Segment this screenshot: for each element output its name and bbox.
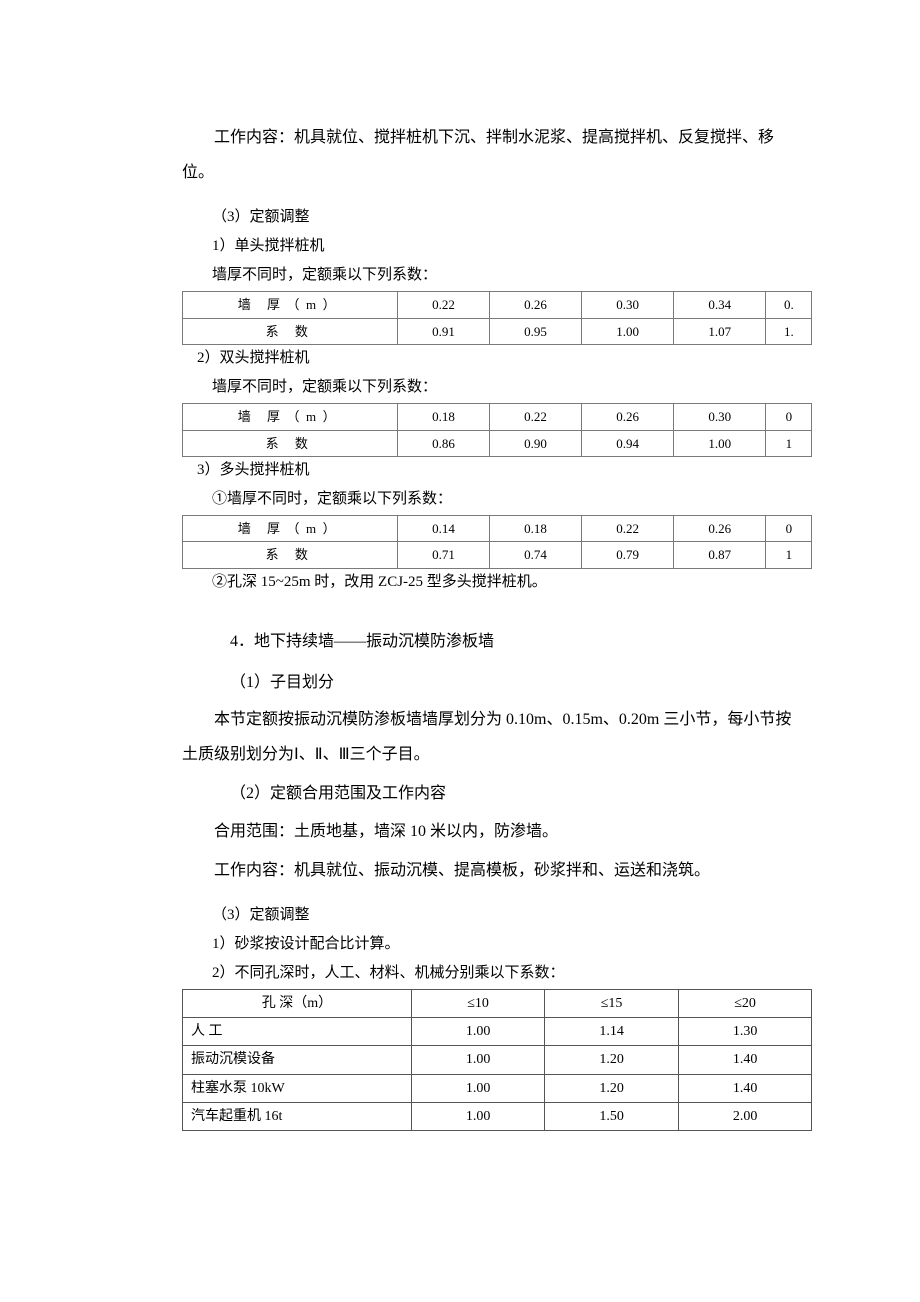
table-depth-factors: 孔 深（m） ≤10 ≤15 ≤20 人 工 1.00 1.14 1.30 振动… — [182, 989, 812, 1131]
intro-paragraph: 工作内容：机具就位、搅拌桩机下沉、拌制水泥浆、提高搅拌机、反复搅拌、移位。 — [182, 120, 800, 190]
cell: 0.18 — [490, 515, 582, 541]
cell-header: ≤20 — [678, 990, 812, 1018]
cell-label: 振动沉模设备 — [183, 1046, 412, 1074]
cell-header: ≤15 — [545, 990, 678, 1018]
sec3-sub1-caption: 墙厚不同时，定额乘以下列系数： — [182, 262, 800, 289]
cell: 1 — [766, 542, 812, 568]
cell: 1.00 — [411, 1046, 544, 1074]
cell-label: 人 工 — [183, 1018, 412, 1046]
cell: 0.74 — [490, 542, 582, 568]
sec3-sub3-caption: ①墙厚不同时，定额乘以下列系数： — [182, 486, 800, 513]
cell-header: 孔 深（m） — [183, 990, 412, 1018]
cell: 0.30 — [582, 292, 674, 318]
cell: 2.00 — [678, 1102, 812, 1130]
cell: 0. — [766, 292, 812, 318]
cell: 0.86 — [397, 430, 489, 456]
cell: 0.22 — [397, 292, 489, 318]
cell-label: 系 数 — [183, 318, 398, 344]
cell: 1.14 — [545, 1018, 678, 1046]
cell: 0.18 — [397, 404, 489, 430]
table-row: 汽车起重机 16t 1.00 1.50 2.00 — [183, 1102, 812, 1130]
cell: 1. — [766, 318, 812, 344]
cell: 1.30 — [678, 1018, 812, 1046]
sec3-sub1-title: 1）单头搅拌桩机 — [182, 233, 800, 260]
cell: 0 — [766, 515, 812, 541]
cell: 0.26 — [674, 515, 766, 541]
cell: 1.20 — [545, 1046, 678, 1074]
cell-label: 系 数 — [183, 542, 398, 568]
sec4-title: 4．地下持续墙——振动沉模防渗板墙 — [182, 624, 800, 659]
table-row: 系 数 0.71 0.74 0.79 0.87 1 — [183, 542, 812, 568]
sec4-p5: 工作内容：机具就位、振动沉模、提高模板，砂浆拌和、运送和浇筑。 — [182, 853, 800, 888]
table-row: 系 数 0.86 0.90 0.94 1.00 1 — [183, 430, 812, 456]
cell: 0.71 — [397, 542, 489, 568]
cell-label: 墙 厚（m） — [183, 515, 398, 541]
cell-label: 墙 厚（m） — [183, 404, 398, 430]
table-sub2: 墙 厚（m） 0.18 0.22 0.26 0.30 0 系 数 0.86 0.… — [182, 403, 812, 457]
cell: 1.07 — [674, 318, 766, 344]
cell: 1.40 — [678, 1074, 812, 1102]
cell: 1.00 — [411, 1018, 544, 1046]
table-row: 墙 厚（m） 0.18 0.22 0.26 0.30 0 — [183, 404, 812, 430]
cell: 0.94 — [582, 430, 674, 456]
cell: 0.26 — [490, 292, 582, 318]
cell: 0.26 — [582, 404, 674, 430]
sec4-p2: 本节定额按振动沉模防渗板墙墙厚划分为 0.10m、0.15m、0.20m 三小节… — [182, 702, 800, 772]
sec3-sub3-note: ②孔深 15~25m 时，改用 ZCJ-25 型多头搅拌桩机。 — [182, 569, 800, 596]
cell: 1.00 — [674, 430, 766, 456]
cell: 0.87 — [674, 542, 766, 568]
sec3-sub2-caption: 墙厚不同时，定额乘以下列系数： — [182, 374, 800, 401]
sec3-sub2-title: 2）双头搅拌桩机 — [197, 345, 800, 372]
cell: 0.95 — [490, 318, 582, 344]
cell-label: 墙 厚（m） — [183, 292, 398, 318]
table-row: 系 数 0.91 0.95 1.00 1.07 1. — [183, 318, 812, 344]
sec4-p7: 1）砂浆按设计配合比计算。 — [182, 931, 800, 958]
table-sub1: 墙 厚（m） 0.22 0.26 0.30 0.34 0. 系 数 0.91 0… — [182, 291, 812, 345]
cell: 1.20 — [545, 1074, 678, 1102]
table-row: 人 工 1.00 1.14 1.30 — [183, 1018, 812, 1046]
cell-label: 汽车起重机 16t — [183, 1102, 412, 1130]
cell-header: ≤10 — [411, 990, 544, 1018]
table-row: 振动沉模设备 1.00 1.20 1.40 — [183, 1046, 812, 1074]
cell: 0 — [766, 404, 812, 430]
cell: 0.90 — [490, 430, 582, 456]
cell: 1.00 — [582, 318, 674, 344]
table-row: 墙 厚（m） 0.22 0.26 0.30 0.34 0. — [183, 292, 812, 318]
cell: 1.40 — [678, 1046, 812, 1074]
cell: 1.00 — [411, 1074, 544, 1102]
cell: 0.22 — [582, 515, 674, 541]
cell-label: 系 数 — [183, 430, 398, 456]
cell: 0.22 — [490, 404, 582, 430]
sec3-heading: （3）定额调整 — [182, 204, 800, 231]
sec4-p4: 合用范围：土质地基，墙深 10 米以内，防渗墙。 — [182, 814, 800, 849]
cell: 0.79 — [582, 542, 674, 568]
cell: 0.34 — [674, 292, 766, 318]
sec4-p1: （1）子目划分 — [182, 665, 800, 700]
sec4-p6: （3）定额调整 — [182, 902, 800, 929]
cell: 1.00 — [411, 1102, 544, 1130]
cell-label: 柱塞水泵 10kW — [183, 1074, 412, 1102]
cell: 1 — [766, 430, 812, 456]
cell: 0.30 — [674, 404, 766, 430]
table-sub3: 墙 厚（m） 0.14 0.18 0.22 0.26 0 系 数 0.71 0.… — [182, 515, 812, 569]
cell: 0.91 — [397, 318, 489, 344]
table-row: 孔 深（m） ≤10 ≤15 ≤20 — [183, 990, 812, 1018]
cell: 0.14 — [397, 515, 489, 541]
sec4-p3: （2）定额合用范围及工作内容 — [182, 776, 800, 811]
cell: 1.50 — [545, 1102, 678, 1130]
sec4-p8: 2）不同孔深时，人工、材料、机械分别乘以下系数： — [182, 960, 800, 987]
table-row: 墙 厚（m） 0.14 0.18 0.22 0.26 0 — [183, 515, 812, 541]
sec3-sub3-title: 3）多头搅拌桩机 — [197, 457, 800, 484]
table-row: 柱塞水泵 10kW 1.00 1.20 1.40 — [183, 1074, 812, 1102]
